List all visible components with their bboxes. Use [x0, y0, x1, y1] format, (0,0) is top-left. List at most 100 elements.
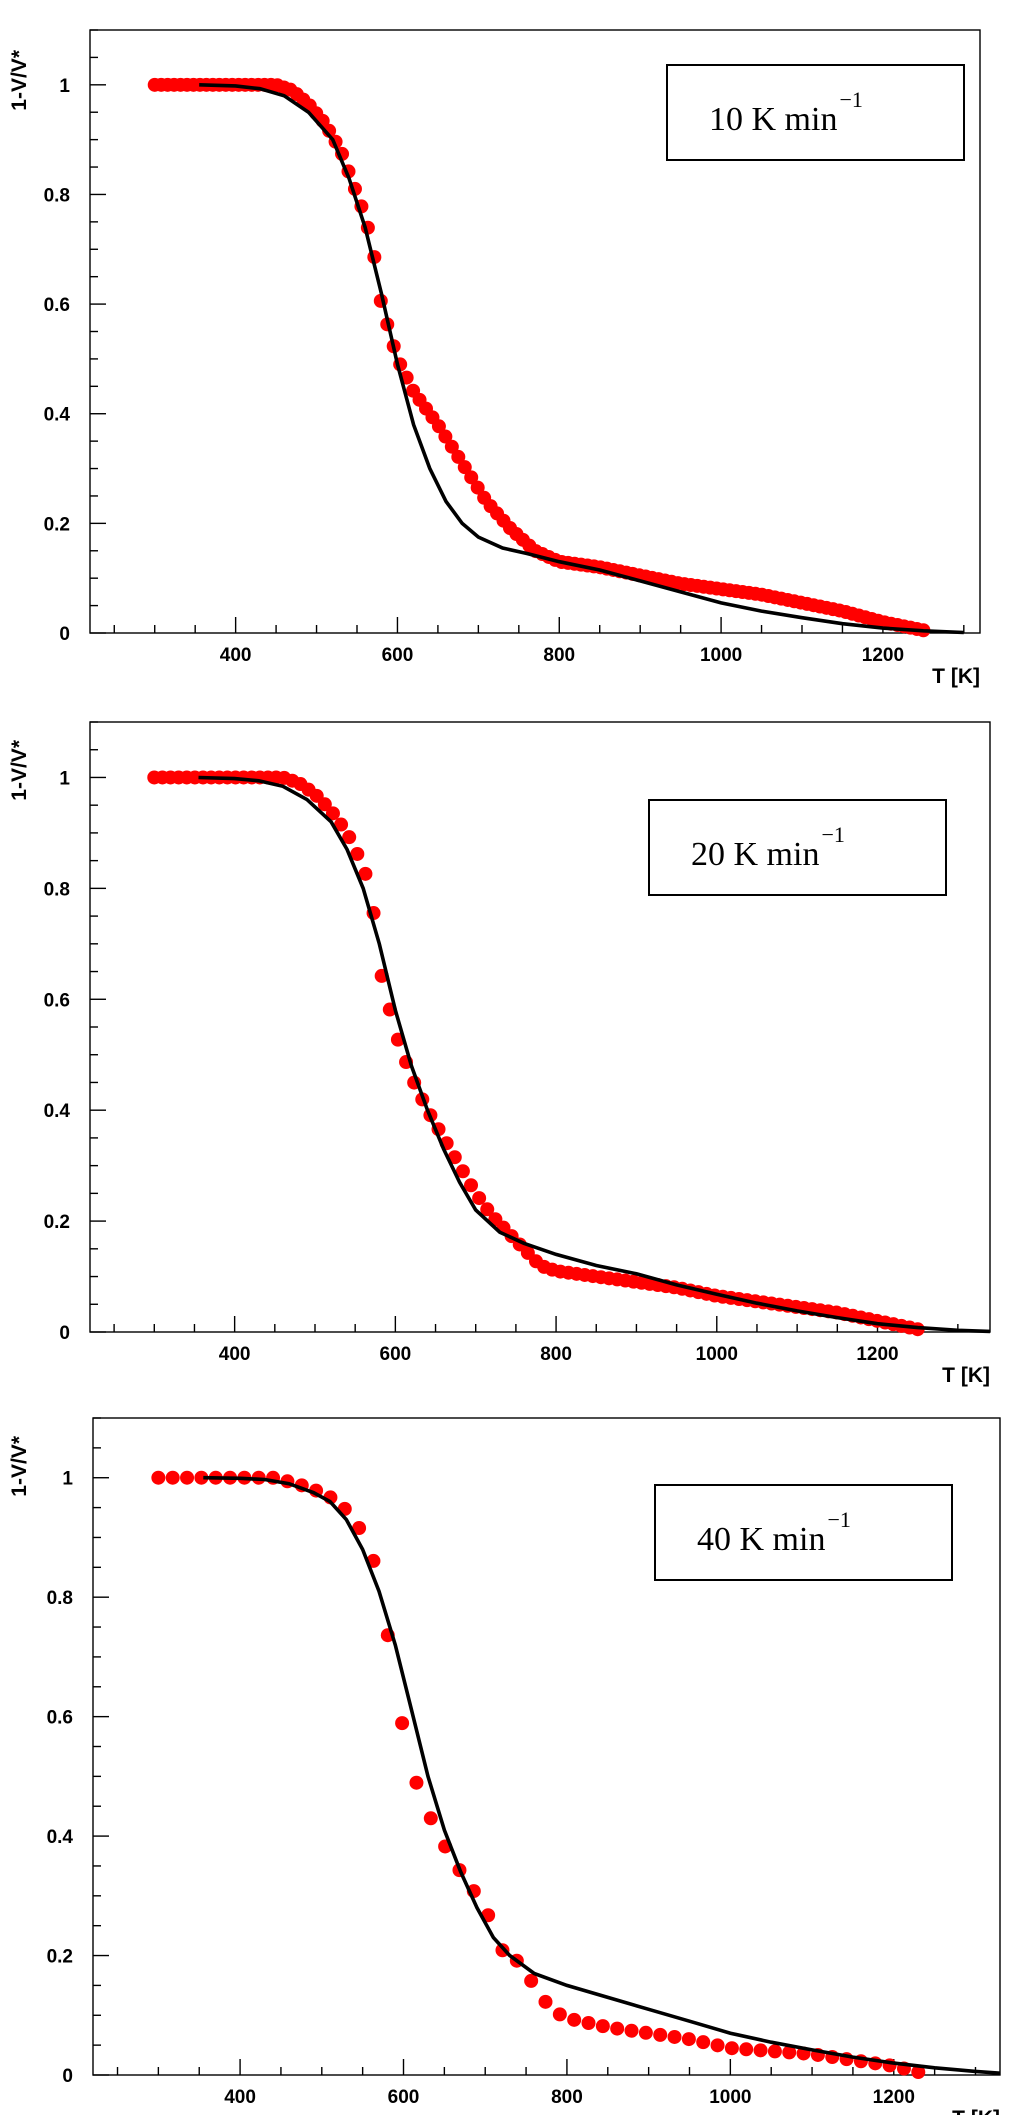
data-point	[524, 1973, 539, 1988]
data-point	[710, 2038, 725, 2053]
data-point	[317, 797, 332, 812]
data-point	[538, 1994, 553, 2009]
y-tick-label: 0.2	[47, 1947, 73, 1968]
x-tick-label: 400	[219, 1344, 251, 1365]
y-axis-title: 1-V/V*	[8, 49, 31, 111]
x-tick-label: 800	[543, 645, 575, 666]
y-tick-label: 0	[62, 2066, 73, 2087]
data-point	[470, 480, 485, 495]
x-tick-label: 600	[380, 1344, 412, 1365]
x-tick-label: 1000	[709, 2087, 751, 2108]
data-point	[552, 2007, 567, 2022]
fit-curve	[203, 1475, 1001, 2075]
rate-label-box	[666, 64, 965, 161]
y-axis-title: 1-V/V*	[8, 739, 31, 801]
x-tick-label: 800	[540, 1344, 572, 1365]
y-tick-label: 0.8	[44, 879, 70, 900]
data-point	[638, 2025, 653, 2040]
data-point	[334, 817, 349, 832]
fit-curve	[198, 775, 991, 1334]
x-tick-label: 400	[220, 645, 252, 666]
y-tick-label: 0.2	[44, 514, 70, 535]
y-tick-label: 0.4	[44, 1101, 71, 1122]
chart-panel-1: 0 0.2 0.4 0.6 0.8 1 400 600 800 1000 1200 T [K] 1-V/…	[8, 29, 981, 688]
data-point	[667, 2029, 682, 2044]
rate-label-exponent: −1	[821, 822, 844, 847]
data-point	[438, 429, 453, 444]
y-tick-label: 0.2	[44, 1212, 70, 1233]
rate-label-exponent: −1	[839, 87, 862, 112]
data-point	[409, 1775, 424, 1790]
data-point	[567, 2012, 582, 2027]
x-axis-title: T [K]	[952, 2107, 1000, 2115]
fit-curve	[199, 83, 964, 635]
data-point	[610, 2021, 625, 2036]
data-point	[624, 2023, 639, 2038]
data-point	[782, 2045, 797, 2060]
data-point	[350, 846, 365, 861]
chart-panel-2: 0 0.2 0.4 0.6 0.8 1 400 600 800 1000 1200 T [K] 1-V/…	[8, 721, 991, 1387]
data-point	[464, 1178, 479, 1193]
y-tick-label: 0.8	[47, 1588, 73, 1609]
data-point	[431, 419, 446, 434]
data-point	[457, 460, 472, 475]
data-point	[352, 1520, 367, 1535]
data-point	[423, 1811, 438, 1826]
y-tick-label: 0.4	[44, 405, 71, 426]
data-point	[447, 1150, 462, 1165]
y-tick-label: 0.6	[44, 990, 70, 1011]
x-tick-label: 1200	[862, 645, 904, 666]
x-tick-label: 800	[551, 2087, 583, 2108]
data-point	[165, 1470, 180, 1485]
data-point	[455, 1164, 470, 1179]
x-tick-label: 400	[224, 2087, 256, 2108]
x-axis-title: T [K]	[942, 1364, 990, 1387]
data-point	[358, 866, 373, 881]
data-point	[581, 2015, 596, 2030]
rate-label-box	[648, 799, 947, 896]
data-point	[696, 2035, 711, 2050]
data-point	[753, 2043, 768, 2058]
y-tick-label: 0.6	[47, 1708, 73, 1729]
y-tick-label: 0	[59, 1323, 70, 1344]
y-tick-label: 0.6	[44, 295, 70, 316]
y-axis-title: 1-V/V*	[8, 1435, 31, 1497]
y-tick-label: 1	[59, 768, 70, 789]
data-point	[395, 1716, 410, 1731]
rate-label-text: 10 K min	[709, 101, 837, 138]
data-point	[464, 470, 479, 485]
x-tick-label: 1000	[696, 1344, 738, 1365]
rate-label-exponent: −1	[827, 1507, 850, 1532]
data-point	[724, 2041, 739, 2056]
x-tick-label: 1200	[856, 1344, 898, 1365]
data-point	[767, 2044, 782, 2059]
y-tick-label: 0	[59, 624, 70, 645]
data-point	[444, 439, 459, 454]
x-tick-label: 600	[388, 2087, 420, 2108]
y-tick-label: 1	[59, 76, 70, 97]
x-tick-label: 1000	[700, 645, 742, 666]
data-point	[595, 2019, 610, 2034]
rate-label-text: 20 K min	[691, 836, 819, 873]
data-point	[180, 1470, 195, 1485]
data-point	[480, 1202, 495, 1217]
data-point	[739, 2042, 754, 2057]
data-point	[194, 1470, 209, 1485]
data-point	[325, 806, 340, 821]
x-axis-title: T [K]	[932, 665, 980, 688]
chart-panel-3: 0 0.2 0.4 0.6 0.8 1 400 600 800 1000 1200 T [K] 1-V/…	[8, 1417, 1001, 2115]
data-point	[151, 1470, 166, 1485]
data-point	[681, 2032, 696, 2047]
data-point	[451, 449, 466, 464]
y-tick-label: 0.4	[47, 1827, 74, 1848]
data-point	[342, 830, 357, 845]
data-point	[472, 1191, 487, 1206]
rate-label-text: 40 K min	[697, 1521, 825, 1558]
data-point	[911, 2065, 926, 2080]
data-point	[653, 2027, 668, 2042]
rate-label-box	[654, 1484, 953, 1581]
y-tick-label: 0.8	[44, 185, 70, 206]
y-tick-label: 1	[62, 1469, 73, 1490]
x-tick-label: 1200	[873, 2087, 915, 2108]
